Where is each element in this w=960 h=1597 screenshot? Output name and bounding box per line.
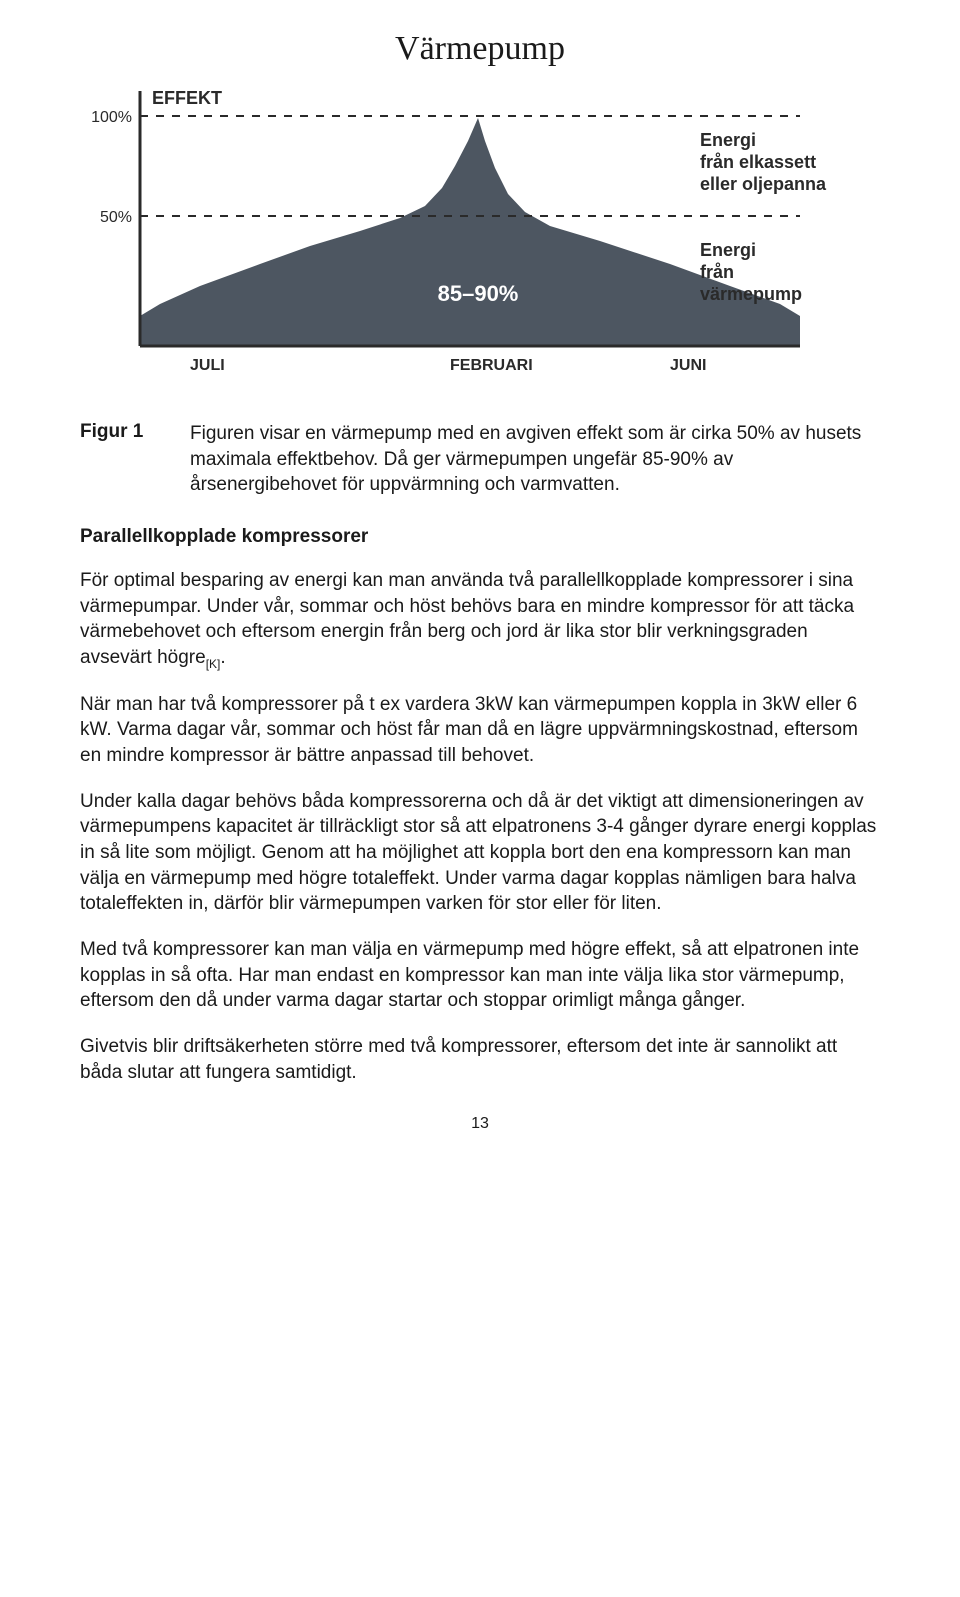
svg-text:50%: 50%	[100, 209, 132, 226]
paragraph-1-subscript: [K]	[206, 657, 221, 671]
svg-text:EFFEKT: EFFEKT	[152, 88, 222, 108]
page-title: Värmepump	[80, 30, 880, 68]
paragraph-5: Givetvis blir driftsäkerheten större med…	[80, 1034, 880, 1085]
chart-svg: EFFEKT 100% 50% JULI FEBRUARI JUNI 85–90% Energ…	[80, 86, 880, 386]
figure-label: Figur 1	[80, 421, 190, 498]
page: Värmepump EFFEKT 100% 50% JULI FEBRUARI JUNI 8…	[0, 0, 960, 1173]
svg-text:FEBRUARI: FEBRUARI	[450, 357, 533, 374]
paragraph-1: För optimal besparing av energi kan man …	[80, 568, 880, 672]
paragraph-4: Med två kompressorer kan man välja en vä…	[80, 937, 880, 1014]
svg-text:värmepump: värmepump	[700, 284, 802, 304]
paragraph-3: Under kalla dagar behövs båda kompressor…	[80, 789, 880, 917]
svg-text:Energi: Energi	[700, 130, 756, 150]
figure-caption-row: Figur 1 Figuren visar en värmepump med e…	[80, 421, 880, 498]
paragraph-2: När man har två kompressorer på t ex var…	[80, 692, 880, 769]
svg-text:85–90%: 85–90%	[438, 281, 519, 306]
svg-text:Energi: Energi	[700, 240, 756, 260]
svg-text:100%: 100%	[91, 109, 132, 126]
svg-text:JUNI: JUNI	[670, 357, 706, 374]
svg-text:JULI: JULI	[190, 357, 225, 374]
paragraph-1-text-a: För optimal besparing av energi kan man …	[80, 570, 854, 668]
figure-caption: Figuren visar en värmepump med en avgive…	[190, 421, 880, 498]
svg-text:från: från	[700, 262, 734, 282]
paragraph-1-text-b: .	[220, 647, 225, 668]
svg-text:från elkassett: från elkassett	[700, 152, 816, 172]
page-number: 13	[80, 1115, 880, 1133]
svg-text:eller oljepanna: eller oljepanna	[700, 174, 827, 194]
energy-chart: EFFEKT 100% 50% JULI FEBRUARI JUNI 85–90% Energ…	[80, 86, 880, 391]
section-heading: Parallellkopplade kompressorer	[80, 526, 880, 548]
